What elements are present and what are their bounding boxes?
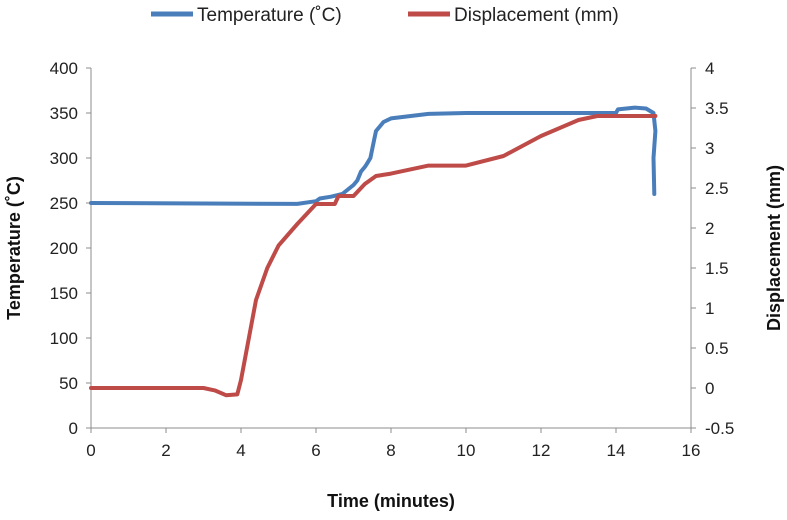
y-tick-label: 250 <box>50 194 78 213</box>
x-tick-label: 8 <box>386 441 395 460</box>
axes: 0 2 4 6 8 10 12 14 16050100150200250300350400-0.… <box>50 59 735 460</box>
y-tick-label: 350 <box>50 104 78 123</box>
y-tick-label: 300 <box>50 149 78 168</box>
x-tick-label: 12 <box>532 441 551 460</box>
y2-tick-label: 0.5 <box>705 339 729 358</box>
y-tick-label: 50 <box>59 374 78 393</box>
x-axis-title: Time (minutes) <box>327 491 455 511</box>
x-tick-label: 0 <box>86 441 95 460</box>
y2-tick-label: 0 <box>705 379 714 398</box>
y2-tick-label: 1.5 <box>705 259 729 278</box>
legend-label-temperature: Temperature (˚C) <box>197 5 342 26</box>
legend-label-displacement: Displacement (mm) <box>454 5 619 26</box>
y-tick-label: 150 <box>50 284 78 303</box>
y2-tick-label: 4 <box>705 59 714 78</box>
y2-tick-label: -0.5 <box>705 419 734 438</box>
x-tick-label: 2 <box>161 441 170 460</box>
y2-tick-label: 3.5 <box>705 99 729 118</box>
series-layer <box>89 105 658 398</box>
y2-axis-title: Displacement (mm) <box>764 165 784 331</box>
x-tick-label: 4 <box>236 441 245 460</box>
y2-tick-label: 1 <box>705 299 714 318</box>
x-tick-label: 6 <box>311 441 320 460</box>
series-line-displacement <box>89 114 658 398</box>
y-tick-label: 200 <box>50 239 78 258</box>
y2-tick-label: 2.5 <box>705 179 729 198</box>
y-tick-label: 400 <box>50 59 78 78</box>
y-axis-title: Temperature (˚C) <box>4 176 24 320</box>
x-tick-label: 14 <box>607 441 626 460</box>
y2-tick-label: 2 <box>705 219 714 238</box>
x-tick-label: 16 <box>682 441 701 460</box>
y2-tick-label: 3 <box>705 139 714 158</box>
y-tick-label: 100 <box>50 329 78 348</box>
x-tick-label: 10 <box>457 441 476 460</box>
y-tick-label: 0 <box>69 419 78 438</box>
legend: Temperature (˚C) Displacement (mm) <box>151 5 619 26</box>
